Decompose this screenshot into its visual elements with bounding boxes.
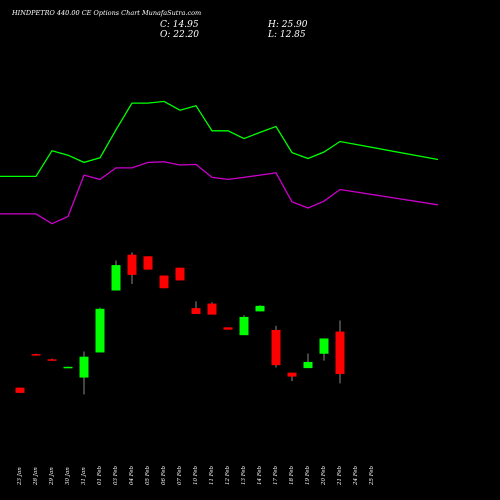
x-tick-label: 24 Feb [353, 465, 359, 486]
x-tick-label: 23 Jan [17, 467, 23, 486]
open-value: O: 22.20 [160, 30, 199, 40]
candle [223, 327, 233, 330]
candle-body [31, 354, 41, 356]
candle [175, 267, 185, 281]
x-tick-label: 11 Feb [209, 465, 215, 485]
candle [47, 358, 57, 361]
indicator-bands [0, 100, 439, 225]
candle-body [159, 275, 169, 289]
candle-body [271, 329, 281, 366]
candle-body [175, 267, 185, 281]
candle [287, 372, 297, 382]
x-tick-label: 13 Feb [241, 465, 247, 485]
candle [15, 387, 25, 393]
x-tick-label: 17 Feb [273, 465, 279, 485]
upper-band-line [0, 100, 439, 178]
x-tick-label: 28 Jan [33, 467, 39, 486]
x-tick-label: 04 Feb [129, 465, 135, 485]
candle [159, 275, 169, 289]
high-value: H: 25.90 [267, 20, 308, 30]
low-value: L: 12.85 [267, 30, 306, 40]
candle [31, 353, 41, 356]
candle [63, 366, 73, 369]
candle-body [303, 361, 313, 369]
x-tick-label: 29 Jan [49, 467, 55, 486]
candle [303, 353, 313, 369]
candle-body [255, 305, 265, 312]
candle-body [15, 387, 25, 393]
close-value: C: 14.95 [160, 20, 199, 30]
candle-body [335, 331, 345, 374]
candle-body [319, 338, 329, 354]
candle-body [95, 308, 105, 353]
candle [111, 260, 121, 291]
x-tick-label: 06 Feb [161, 465, 167, 485]
x-tick-label: 12 Feb [225, 465, 231, 485]
x-tick-label: 25 Feb [369, 465, 375, 486]
candle-body [63, 366, 73, 369]
x-tick-label: 31 Jan [81, 467, 87, 485]
chart-title: HINDPETRO 440.00 CE Options Chart Munafa… [11, 9, 201, 17]
x-tick-label: 14 Feb [257, 465, 263, 485]
candle [95, 307, 105, 353]
lower-band-line [0, 161, 439, 225]
candle [191, 301, 201, 314]
candle-body [143, 256, 153, 270]
candle [143, 256, 153, 270]
candle-body [79, 356, 89, 378]
x-tick-label: 18 Feb [289, 465, 295, 485]
candle [271, 325, 281, 368]
x-tick-label: 21 Feb [337, 465, 343, 486]
x-tick-label: 19 Feb [305, 465, 311, 485]
candle [335, 320, 345, 384]
x-tick-label: 20 Feb [321, 465, 327, 486]
candle [127, 252, 137, 284]
candle [255, 305, 265, 312]
x-tick-label: 30 Jan [65, 467, 71, 485]
x-tick-label: 03 Feb [113, 465, 119, 485]
candle [239, 315, 249, 336]
candle-body [191, 308, 201, 314]
x-tick-label: 01 Feb [97, 465, 103, 485]
candles-group [15, 252, 345, 395]
candle-body [207, 303, 217, 315]
candle-body [239, 316, 249, 336]
candle-body [127, 254, 137, 275]
candle [79, 351, 89, 395]
candle [207, 302, 217, 315]
candle [319, 338, 329, 361]
x-tick-label: 07 Feb [177, 465, 183, 485]
candle-body [287, 372, 297, 377]
candle-body [47, 359, 57, 361]
x-axis-labels: 23 Jan 28 Jan 29 Jan 30 Jan 31 Jan 01 Feb 03 F… [17, 465, 375, 486]
x-tick-label: 10 Feb [193, 465, 199, 485]
candle-body [111, 265, 121, 291]
x-tick-label: 05 Feb [145, 465, 151, 485]
candle-body [223, 327, 233, 330]
